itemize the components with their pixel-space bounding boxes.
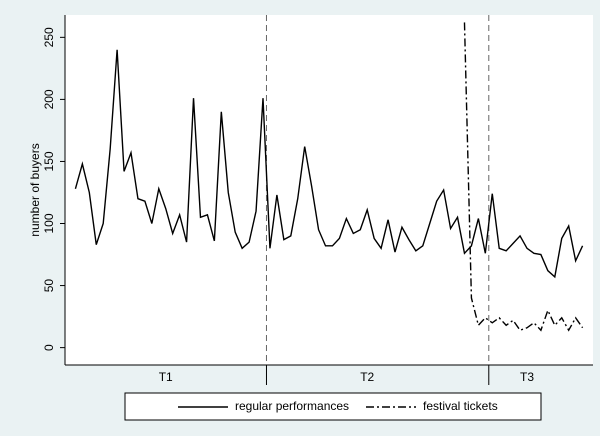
y-tick-label: 0 — [42, 344, 56, 351]
y-tick-label: 200 — [42, 89, 56, 109]
x-tick-label: T1 — [159, 370, 173, 384]
x-tick-label: T2 — [360, 370, 374, 384]
plot-area — [65, 15, 593, 365]
y-tick-label: 50 — [42, 279, 56, 293]
x-tick-label: T3 — [520, 370, 534, 384]
legend-label: regular performances — [235, 399, 349, 413]
y-tick-label: 250 — [42, 27, 56, 47]
y-tick-label: 100 — [42, 213, 56, 233]
y-axis-label: number of buyers — [28, 143, 42, 236]
y-tick-label: 150 — [42, 151, 56, 171]
series-line — [463, 22, 584, 332]
series-line — [74, 49, 584, 279]
legend-label: festival tickets — [423, 399, 498, 413]
